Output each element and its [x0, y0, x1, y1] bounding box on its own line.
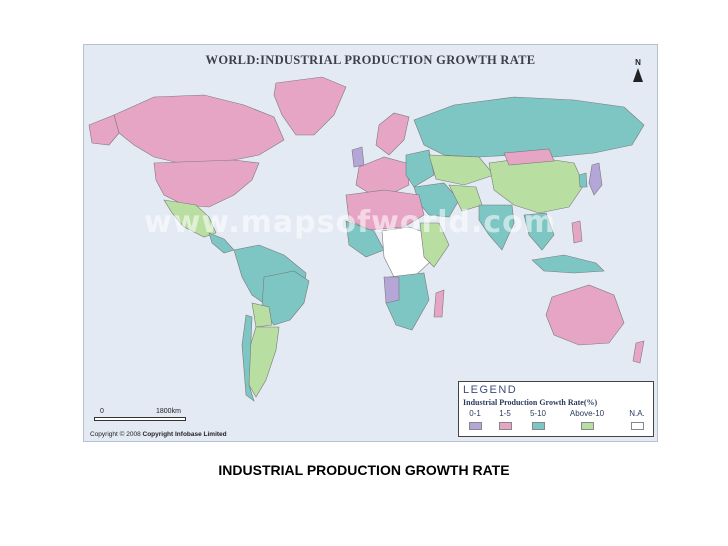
region-east-africa [419, 222, 450, 268]
legend-item-above-10: Above-10 [563, 409, 611, 430]
page-caption: INDUSTRIAL PRODUCTION GROWTH RATE [218, 462, 510, 478]
copyright-text: Copyright © 2008 Copyright Infobase Limi… [90, 431, 227, 438]
region-australia [545, 284, 625, 346]
legend-item-0-1: 0-1 [461, 409, 489, 430]
region-central-america [208, 232, 235, 254]
legend-swatch [498, 422, 512, 430]
legend-swatch [468, 422, 482, 430]
region-central-asia [428, 154, 495, 186]
region-west-africa [345, 220, 385, 258]
map-panel: WORLD:INDUSTRIAL PRODUCTION GROWTH RATE … [83, 44, 658, 442]
legend-subtitle: Industrial Production Growth Rate(%) [463, 398, 598, 407]
region-southeast-asia [523, 212, 555, 251]
region-alaska [88, 114, 120, 146]
legend-swatch [580, 422, 594, 430]
scale-bar: 0 1800km [94, 408, 186, 423]
legend-item-na: N.A. [623, 409, 651, 430]
scale-start-label: 0 [100, 408, 104, 415]
region-madagascar [433, 289, 445, 318]
region-central-africa [381, 226, 433, 278]
region-uk [351, 146, 365, 168]
region-canada [113, 94, 285, 164]
legend-box: LEGEND Industrial Production Growth Rate… [458, 381, 654, 437]
region-chile [241, 314, 255, 402]
watermark: www.mapsofworld.com [144, 205, 557, 240]
region-philippines [571, 220, 583, 244]
region-bolivia [251, 302, 273, 328]
region-russia [413, 96, 645, 158]
region-usa [153, 159, 260, 208]
legend-swatch [531, 422, 545, 430]
region-new-zealand [632, 340, 645, 364]
legend-item-5-10: 5-10 [523, 409, 553, 430]
legend-item-label: Above-10 [569, 409, 605, 418]
region-india [478, 204, 515, 251]
copyright-prefix: Copyright © 2008 [90, 431, 141, 438]
map-title: WORLD:INDUSTRIAL PRODUCTION GROWTH RATE [205, 53, 536, 67]
region-eastern-europe [405, 149, 435, 188]
region-japan [588, 162, 603, 196]
north-label: N [635, 58, 641, 67]
region-north-africa [345, 189, 425, 231]
north-arrow-shape [633, 68, 643, 82]
north-arrow-icon: N [631, 59, 645, 85]
scale-bar-shape [94, 417, 186, 421]
legend-item-label: 1-5 [499, 409, 511, 418]
region-mongolia [503, 148, 555, 166]
legend-heading: LEGEND [463, 384, 518, 396]
region-greenland [273, 76, 347, 136]
region-argentina [248, 326, 280, 398]
copyright-holder: Copyright Infobase Limited [142, 431, 227, 438]
scale-end-label: 1800km [156, 408, 181, 415]
legend-item-label: 5-10 [529, 409, 546, 418]
legend-item-1-5: 1-5 [491, 409, 519, 430]
region-korea [578, 172, 588, 188]
world-map [88, 76, 645, 402]
legend-item-label: N.A. [629, 409, 645, 418]
legend-swatch [630, 422, 644, 430]
region-western-europe [355, 156, 410, 196]
legend-item-label: 0-1 [469, 409, 481, 418]
region-indonesia [531, 254, 605, 274]
region-angola [383, 276, 400, 304]
region-scandinavia [375, 112, 410, 156]
